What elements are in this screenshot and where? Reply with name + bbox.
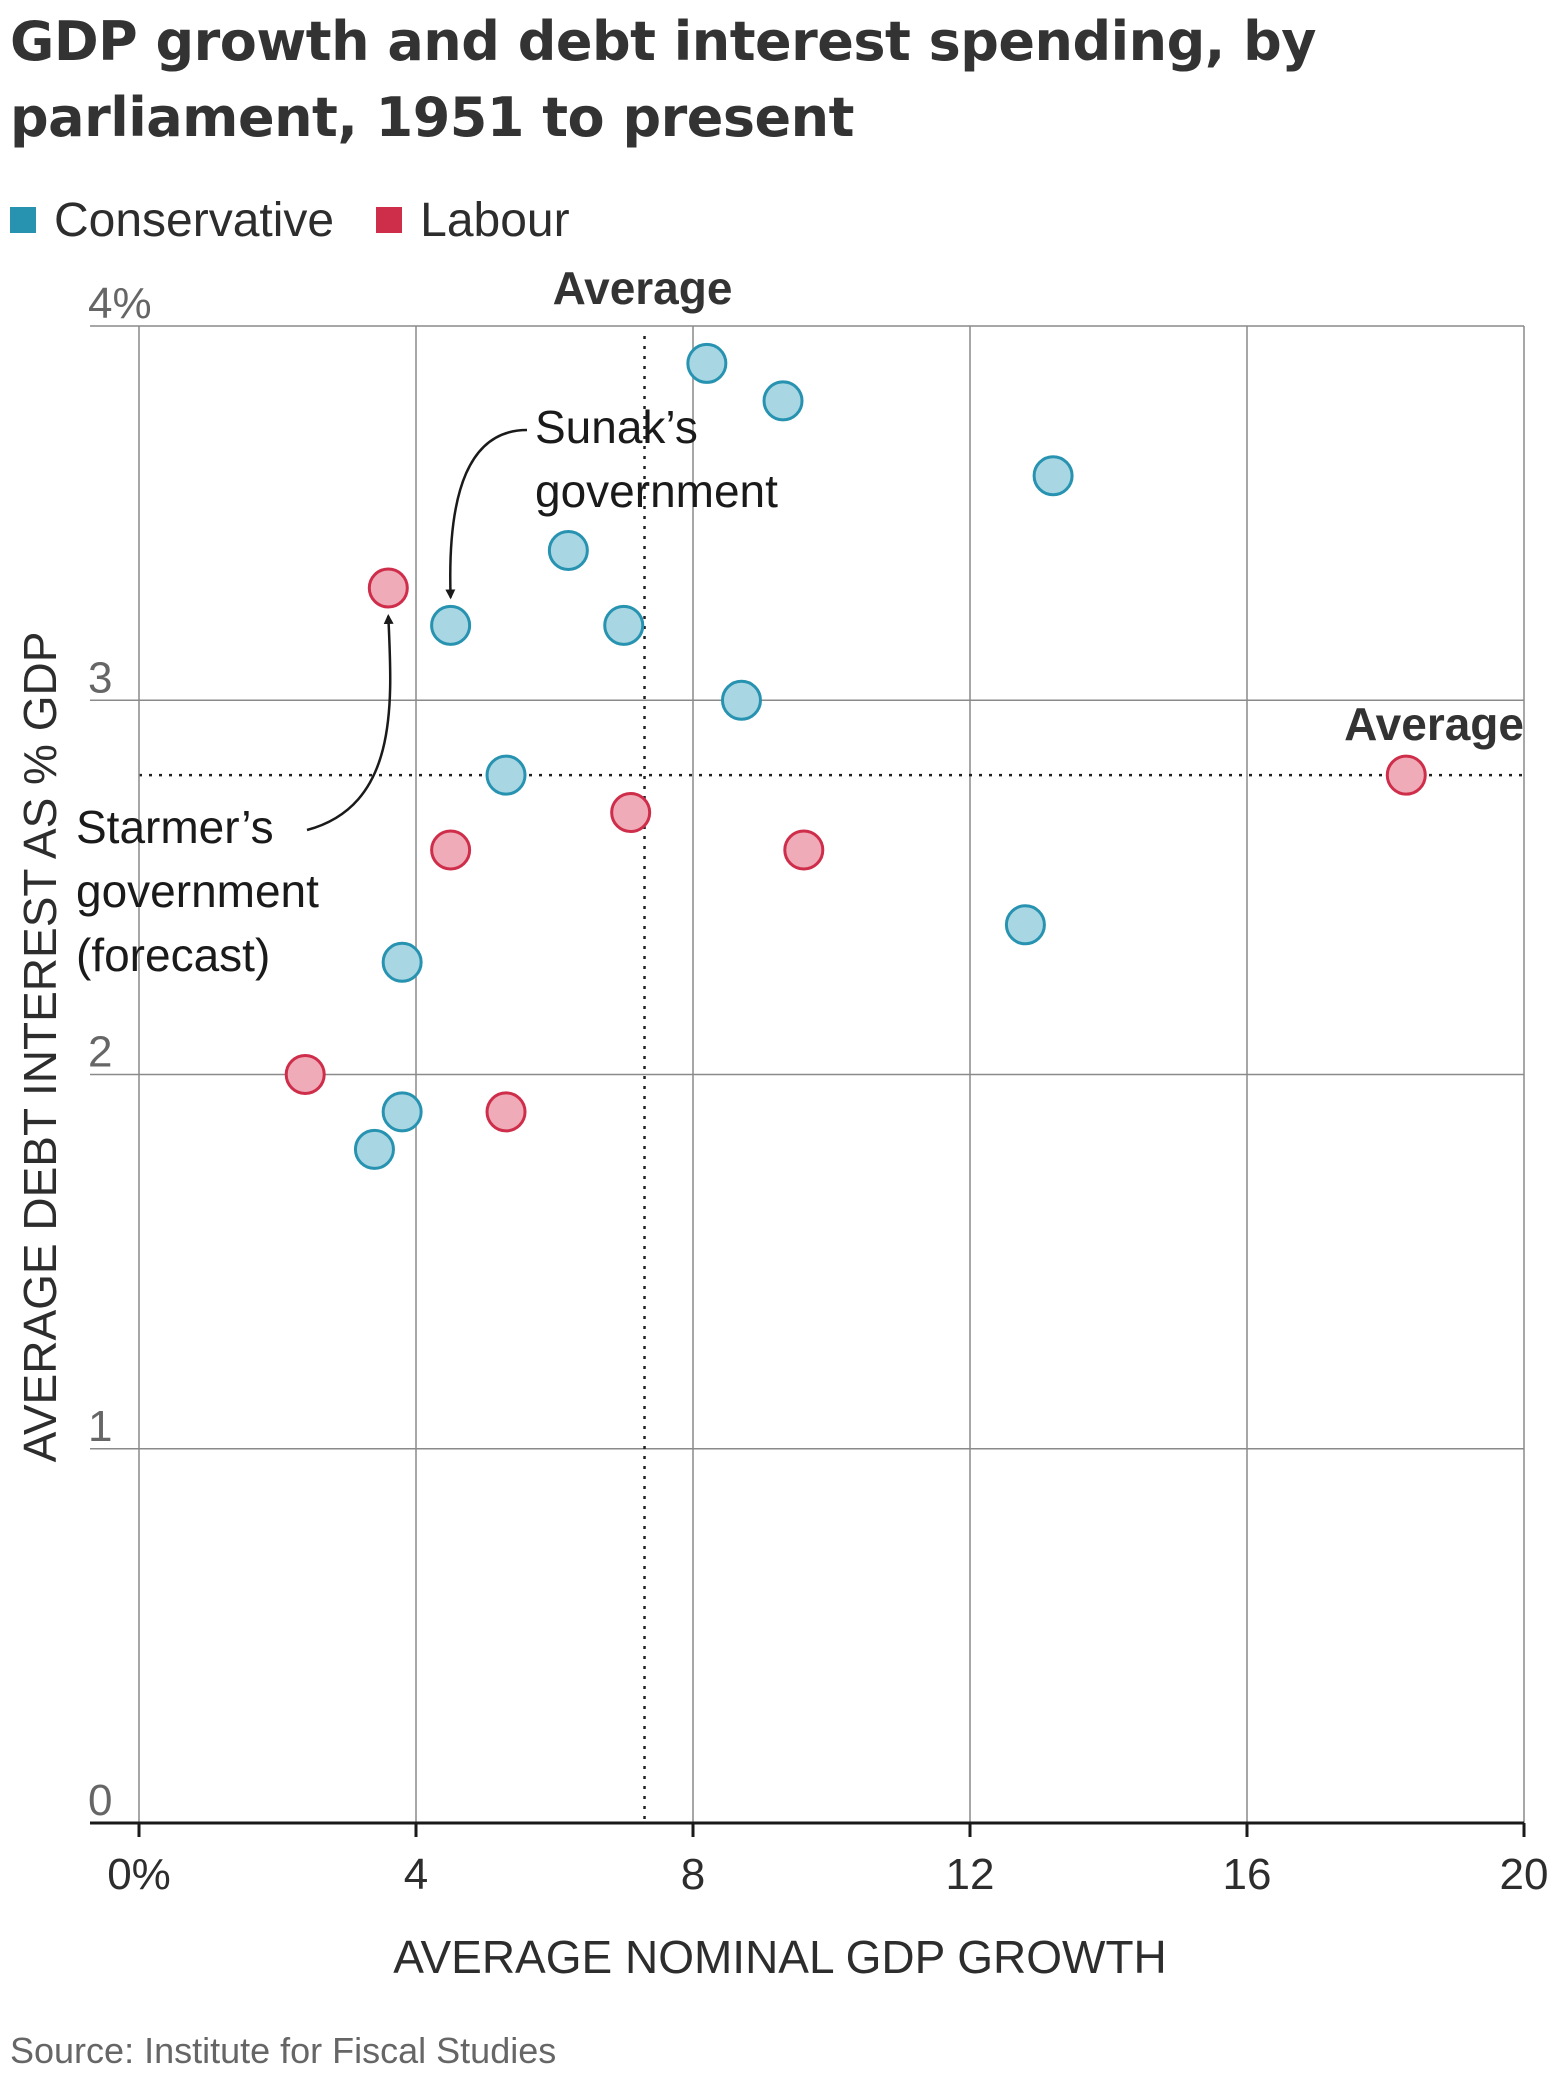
legend: Conservative Labour [10,190,612,250]
x-tick-label: 16 [1223,1850,1272,1899]
conservative-point [381,1091,423,1133]
annotation-starmer: Starmer’s government (forecast) [76,801,319,981]
annotation-sunak-line: Sunak’s [535,401,698,453]
y-tick-label: 3 [88,653,112,702]
chart-title: GDP growth and debt interest spending, b… [10,10,1316,149]
y-tick-label: 0 [88,1776,112,1825]
labour-point [610,792,652,834]
annotation-sunak-arrow [445,428,528,600]
annotation-starmer-line: (forecast) [76,929,270,981]
average-lines: Average Average [139,262,1524,1823]
y-tick-label: 2 [88,1028,112,1077]
annotations: Sunak’s government Starmer’s government (for… [76,401,778,981]
average-x-label: Average [553,262,733,314]
conservative-point [762,380,804,422]
legend-swatch-labour [376,207,403,233]
conservative-point [1032,455,1074,497]
conservative-point [1004,904,1046,946]
labour-point [1385,754,1427,796]
average-y-label: Average [1344,698,1524,750]
conservative-point [547,530,589,572]
conservative-point [603,604,645,646]
conservative-point [353,1128,395,1170]
legend-item-conservative: Conservative [10,193,334,248]
x-tick-label: 4 [404,1850,428,1899]
legend-label-labour: Labour [420,193,570,247]
y-tick-label: 4% [88,279,152,328]
annotation-sunak: Sunak’s government [535,401,778,517]
source-note: Source: Institute for Fiscal Studies [10,2030,557,2071]
legend-label-conservative: Conservative [54,193,335,247]
y-tick-label: 1 [88,1402,112,1451]
labour-point [783,829,825,871]
x-tick-label: 0% [107,1850,171,1899]
conservative-point [686,342,728,384]
labour-point [485,1091,527,1133]
annotation-starmer-arrow [306,613,394,832]
x-tick-label: 8 [681,1850,705,1899]
x-tick-label: 20 [1500,1850,1549,1899]
labour-point [367,567,409,609]
conservative-point [430,604,472,646]
x-axis-title: AVERAGE NOMINAL GDP GROWTH [393,1931,1167,1983]
conservative-point [485,754,527,796]
data-points [284,342,1427,1170]
annotation-sunak-line: government [535,465,778,517]
labour-point [284,1054,326,1095]
legend-swatch-conservative [10,207,36,233]
legend-item-labour: Labour [376,193,570,248]
axes: 0% 4 8 12 16 20 [90,326,1548,1899]
x-tick-label: 12 [946,1850,995,1899]
annotation-starmer-line: Starmer’s [76,801,274,853]
grid: 0 1 2 3 4% [88,279,1525,1825]
annotation-starmer-line: government [76,865,319,917]
conservative-point [720,679,762,721]
y-axis-title: AVERAGE DEBT INTEREST AS % GDP [14,632,66,1463]
conservative-point [381,941,423,983]
labour-point [430,829,472,871]
